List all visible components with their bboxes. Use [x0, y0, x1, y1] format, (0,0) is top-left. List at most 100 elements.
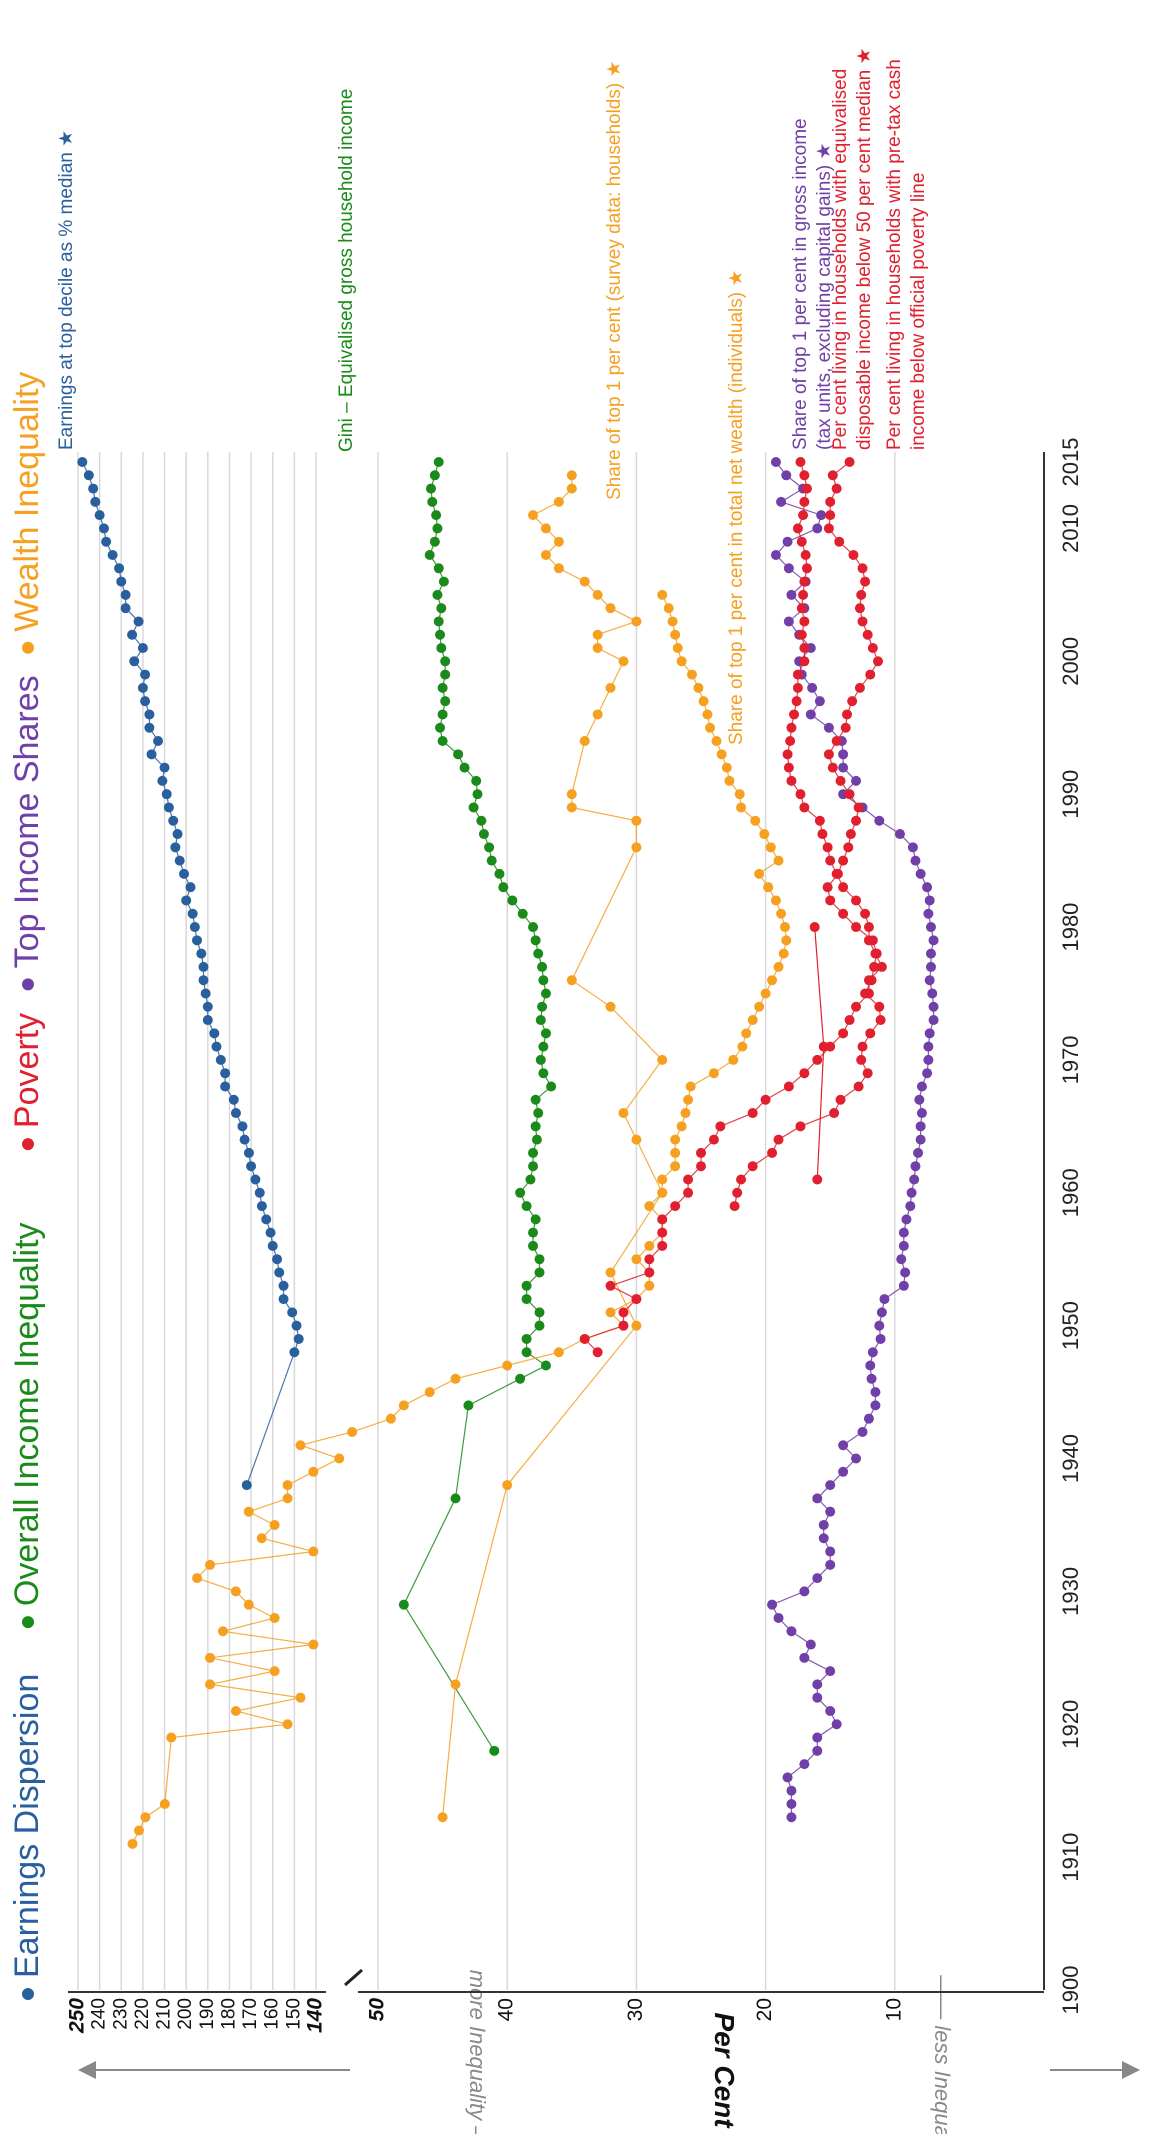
- data-point: [435, 722, 446, 733]
- data-point: [618, 1320, 629, 1331]
- data-point: [924, 975, 935, 986]
- data-point: [205, 1559, 216, 1570]
- data-point: [822, 842, 833, 853]
- data-point: [295, 1440, 306, 1451]
- data-point: [605, 1307, 616, 1318]
- data-point: [129, 656, 140, 667]
- data-point: [525, 1174, 536, 1185]
- data-point: [308, 1639, 319, 1650]
- data-point: [907, 842, 918, 853]
- data-point: [476, 815, 487, 826]
- data-point: [741, 1028, 752, 1039]
- year-tick-label: 1900: [1058, 1966, 1083, 2015]
- data-point: [230, 1705, 241, 1716]
- data-point: [867, 1347, 878, 1358]
- data-point: [533, 948, 544, 959]
- data-point: [799, 1652, 810, 1663]
- data-point: [860, 988, 871, 999]
- data-point: [254, 1187, 265, 1198]
- data-point: [498, 882, 509, 893]
- data-point: [644, 1201, 655, 1212]
- data-point: [856, 589, 867, 600]
- data-point: [530, 1121, 541, 1132]
- data-point: [716, 749, 727, 760]
- less-inequality-label: —— less Inequality: [930, 1974, 955, 2134]
- data-point: [865, 1360, 876, 1371]
- data-point: [528, 1161, 539, 1172]
- data-point: [282, 1480, 293, 1491]
- data-point: [865, 1028, 876, 1039]
- earnings-tick-label: 190: [197, 1998, 218, 2030]
- percent-tick-label: 50: [366, 1998, 389, 2022]
- data-point: [857, 563, 868, 574]
- data-point: [901, 1214, 912, 1225]
- data-point: [517, 908, 528, 919]
- data-point: [747, 1161, 758, 1172]
- data-point: [924, 895, 935, 906]
- data-point: [657, 1227, 668, 1238]
- data-point: [239, 1134, 250, 1145]
- percent-axis-label: Per Cent: [709, 2012, 740, 2129]
- data-point: [915, 1121, 926, 1132]
- title-item-label: Overall Income Inequality: [8, 1222, 46, 1606]
- data-point: [778, 948, 789, 959]
- title-bullet-icon: [22, 641, 34, 654]
- data-point: [786, 589, 797, 600]
- data-point: [925, 948, 936, 959]
- data-point: [308, 1466, 319, 1477]
- data-point: [256, 1533, 267, 1544]
- data-point: [217, 1626, 228, 1637]
- series-label: income below official poverty line: [908, 173, 929, 450]
- data-point: [779, 922, 790, 933]
- data-point: [857, 1426, 868, 1437]
- data-point: [144, 722, 155, 733]
- data-point: [914, 1094, 925, 1105]
- data-point: [657, 1214, 668, 1225]
- data-point: [799, 1068, 810, 1079]
- year-tick-label: 2000: [1058, 637, 1083, 686]
- data-point: [538, 975, 549, 986]
- data-point: [237, 1121, 248, 1132]
- side-axis-labels: Per Cent —— less Inequality more Inequalit…: [78, 1970, 1140, 2134]
- data-point: [773, 855, 784, 866]
- data-point: [799, 656, 810, 667]
- data-point: [425, 483, 436, 494]
- data-point: [876, 1307, 887, 1318]
- data-point: [107, 550, 118, 561]
- data-point: [432, 523, 443, 534]
- series-label: Per cent living in households with pre-t…: [884, 59, 905, 450]
- data-point: [835, 1094, 846, 1105]
- data-point: [540, 1028, 551, 1039]
- data-point: [866, 1373, 877, 1384]
- data-point: [786, 1785, 797, 1796]
- grid-lines: [77, 452, 896, 1990]
- data-point: [116, 576, 127, 587]
- data-point: [799, 1586, 810, 1597]
- data-point: [566, 483, 577, 494]
- data-point: [484, 842, 495, 853]
- data-point: [670, 1147, 681, 1158]
- data-point: [825, 510, 836, 521]
- data-point: [927, 988, 938, 999]
- data-point: [851, 895, 862, 906]
- data-point: [792, 682, 803, 693]
- data-point: [814, 815, 825, 826]
- data-point: [923, 908, 934, 919]
- data-point: [823, 722, 834, 733]
- data-point: [398, 1400, 409, 1411]
- data-point: [432, 589, 443, 600]
- data-point: [530, 1094, 541, 1105]
- series-line: [442, 475, 663, 1818]
- title-bullet-icon: [22, 1138, 34, 1151]
- data-point: [856, 1054, 867, 1065]
- data-point: [696, 1147, 706, 1158]
- data-point: [928, 1015, 939, 1026]
- series-group: [77, 457, 939, 1849]
- data-point: [265, 1227, 276, 1238]
- data-point: [187, 908, 198, 919]
- data-point: [876, 961, 887, 972]
- data-point: [450, 1493, 461, 1504]
- data-point: [729, 1201, 740, 1212]
- data-point: [159, 762, 170, 773]
- data-point: [127, 629, 138, 640]
